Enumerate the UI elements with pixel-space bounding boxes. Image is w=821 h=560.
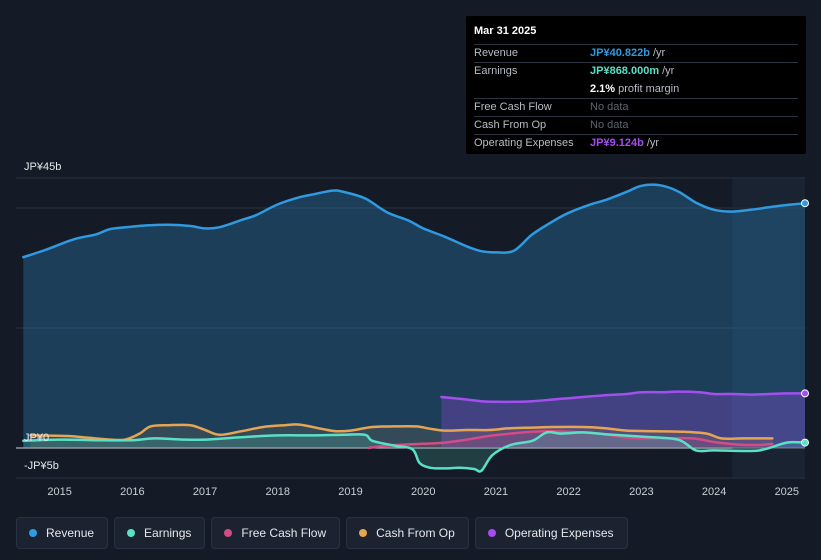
legend-dot-icon (29, 529, 37, 537)
revenue-end-dot (801, 199, 809, 208)
series-end-dots (801, 199, 809, 447)
tooltip-row: Free Cash Flow No data (474, 99, 798, 117)
free-cash-flow-area (368, 431, 773, 448)
revenue-area (23, 184, 806, 449)
tooltip-value: JP¥40.822b (590, 47, 650, 59)
x-axis-label: 2018 (266, 486, 290, 498)
y-axis-label: JP¥45b (24, 161, 61, 173)
x-axis-label: 2025 (775, 486, 799, 498)
tooltip-row: Earnings JP¥868.000m/yr (474, 63, 798, 81)
revenue-line (22, 183, 807, 259)
x-axis-label: 2023 (629, 486, 653, 498)
legend: Revenue Earnings Free Cash Flow Cash From O… (16, 517, 628, 549)
earnings-area (23, 432, 806, 472)
tooltip-date: Mar 31 2025 (474, 24, 798, 45)
tooltip-label: Revenue (474, 47, 519, 59)
legend-label: Revenue (46, 526, 95, 540)
tooltip-unit: /yr (662, 65, 675, 77)
legend-dot-icon (359, 529, 368, 537)
series-lines (22, 183, 807, 473)
tooltip-value: No data (590, 119, 629, 131)
tooltip-unit: /yr (652, 47, 666, 59)
legend-item-revenue[interactable]: Revenue (16, 517, 109, 549)
legend-item-cash-from-op[interactable]: Cash From Op (346, 517, 469, 549)
series-areas (23, 184, 806, 472)
tooltip-label (474, 81, 590, 98)
forecast-region (732, 178, 805, 478)
tooltip-row: Cash From Op No data (474, 117, 798, 135)
tooltip-label: Operating Expenses (474, 137, 574, 149)
cash-from-op-area (30, 424, 773, 448)
x-axis-label: 2019 (338, 486, 362, 498)
tooltip-unit: /yr (646, 137, 660, 149)
grid (16, 177, 805, 479)
tooltip-value: No data (590, 101, 629, 113)
legend-item-earnings[interactable]: Earnings (114, 517, 206, 549)
legend-dot-icon (487, 529, 496, 537)
cash-from-op-line (29, 423, 774, 442)
x-axis-label: 2024 (702, 486, 726, 498)
operating-expenses-area (441, 391, 805, 448)
x-axis-label: 2021 (484, 486, 508, 498)
tooltip-label: Earnings (474, 65, 518, 77)
earnings-end-dot (801, 438, 809, 447)
legend-item-free-cash-flow[interactable]: Free Cash Flow (211, 517, 341, 549)
operating-expenses-end-dot (801, 389, 809, 398)
x-axis-label: 2015 (47, 486, 71, 498)
legend-dot-icon (224, 529, 233, 537)
tooltip-row: 2.1% profit margin (474, 81, 798, 99)
forecast-shade (732, 178, 805, 478)
tooltip: Mar 31 2025 Revenue JP¥40.822b/yr Earnings… (466, 16, 806, 154)
tooltip-value: 2.1% (590, 83, 616, 95)
tooltip-value: JP¥868.000m (590, 65, 660, 77)
legend-dot-icon (127, 529, 136, 537)
tooltip-label: Cash From Op (474, 119, 547, 131)
x-axis-labels: 2015 2016 2017 2018 2019 2020 2021 2022 2023 2024… (47, 486, 799, 498)
free-cash-flow-line (367, 429, 774, 450)
x-axis-label: 2017 (193, 486, 217, 498)
legend-label: Operating Expenses (504, 526, 614, 540)
tooltip-value: JP¥9.124b (590, 137, 644, 149)
legend-item-operating-expenses[interactable]: Operating Expenses (474, 517, 628, 549)
tooltip-row: Revenue JP¥40.822b/yr (474, 45, 798, 63)
x-axis-label: 2022 (556, 486, 580, 498)
x-axis-label: 2016 (120, 486, 144, 498)
y-axis-labels: JP¥45b JP¥0 -JP¥5b (24, 161, 61, 472)
operating-expenses-line (440, 390, 807, 404)
legend-label: Cash From Op (376, 526, 455, 540)
legend-label: Free Cash Flow (241, 526, 327, 540)
y-axis-label: -JP¥5b (24, 460, 59, 472)
tooltip-row: Operating Expenses JP¥9.124b/yr (474, 135, 798, 152)
tooltip-label: Free Cash Flow (474, 101, 552, 113)
earnings-line (22, 430, 807, 473)
tooltip-unit: profit margin (618, 83, 680, 95)
legend-label: Earnings (144, 526, 192, 540)
x-axis-label: 2020 (411, 486, 435, 498)
y-axis-label: JP¥0 (24, 432, 49, 444)
